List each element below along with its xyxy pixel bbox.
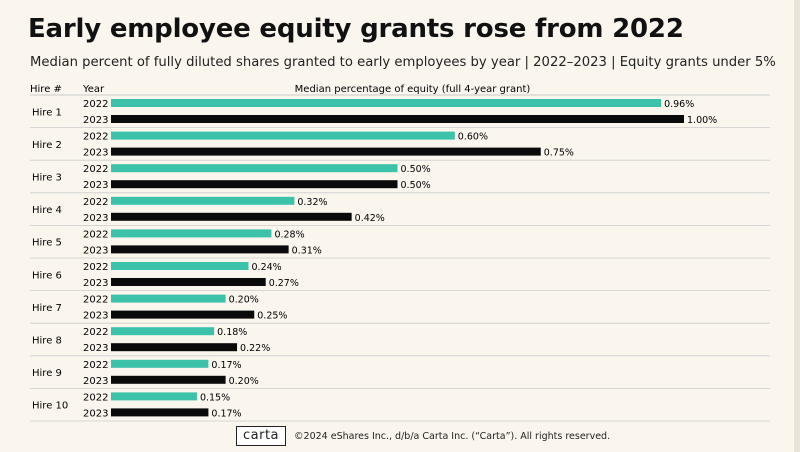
year-label: 2023: [83, 213, 108, 224]
bar: [111, 310, 255, 319]
bar: [111, 278, 266, 286]
data-label: 0.31%: [292, 245, 322, 256]
bar: [111, 196, 295, 205]
data-label: 0.22%: [240, 343, 270, 354]
bar: [111, 147, 541, 156]
hire-label: Hire 9: [32, 368, 62, 379]
data-label: 0.96%: [664, 99, 694, 110]
hire-label: Hire 2: [32, 140, 62, 151]
year-label: 2023: [83, 408, 108, 419]
data-label: 0.15%: [200, 392, 230, 403]
bar: [111, 99, 662, 107]
bar: [111, 327, 215, 336]
year-label: 2023: [83, 343, 108, 354]
hire-label: Hire 5: [32, 238, 62, 249]
bar: [111, 359, 209, 368]
data-label: 0.20%: [229, 295, 259, 306]
year-label: 2022: [83, 229, 108, 240]
header-value: Median percentage of equity (full 4-year…: [295, 84, 531, 95]
year-label: 2022: [83, 327, 108, 338]
hire-label: Hire 10: [32, 401, 68, 412]
data-label: 0.17%: [211, 408, 241, 419]
hire-label: Hire 6: [32, 270, 62, 281]
data-label: 0.75%: [544, 148, 574, 159]
bar: [111, 212, 352, 221]
bar: [111, 229, 272, 238]
data-label: 0.25%: [257, 311, 287, 322]
bar: [111, 180, 398, 189]
year-label: 2023: [83, 376, 108, 387]
bar: [111, 343, 238, 352]
data-label: 0.50%: [401, 164, 431, 175]
data-label: 0.32%: [297, 197, 327, 208]
hire-label: Hire 1: [32, 107, 62, 118]
year-label: 2022: [83, 197, 108, 208]
data-label: 0.17%: [211, 360, 241, 371]
year-label: 2022: [83, 295, 108, 306]
data-label: 0.42%: [355, 213, 385, 224]
data-label: 0.24%: [252, 262, 282, 273]
year-label: 2023: [83, 115, 108, 126]
data-label: 1.00%: [687, 115, 717, 126]
data-label: 0.27%: [269, 278, 299, 289]
year-label: 2022: [83, 132, 108, 143]
chart-subtitle: Median percent of fully diluted shares g…: [30, 55, 776, 70]
year-label: 2023: [83, 278, 108, 289]
bar: [111, 408, 209, 417]
bar: [111, 245, 289, 254]
bar: [111, 115, 684, 123]
year-label: 2022: [83, 164, 108, 175]
data-label: 0.50%: [401, 180, 431, 191]
year-label: 2023: [83, 180, 108, 191]
year-label: 2023: [83, 311, 108, 322]
bar: [111, 294, 226, 303]
data-label: 0.20%: [229, 376, 259, 387]
data-label: 0.28%: [274, 229, 304, 240]
bar: [111, 131, 455, 140]
bar: [111, 375, 226, 384]
chart-title: Early employee equity grants rose from 2…: [28, 14, 684, 44]
copyright-text: ©2024 eShares Inc., d/b/a Carta Inc. (“C…: [294, 430, 611, 442]
hire-label: Hire 7: [32, 303, 62, 314]
bar: [111, 392, 197, 401]
carta-logo: carta: [236, 426, 287, 446]
hire-label: Hire 3: [32, 173, 62, 184]
year-label: 2022: [83, 392, 108, 403]
header-hire: Hire #: [30, 84, 62, 95]
header-year: Year: [82, 84, 105, 95]
year-label: 2022: [83, 262, 108, 273]
hire-label: Hire 4: [32, 205, 62, 216]
year-label: 2022: [83, 99, 108, 110]
year-label: 2022: [83, 360, 108, 371]
year-label: 2023: [83, 245, 108, 256]
footer: carta ©2024 eShares Inc., d/b/a Carta In…: [236, 426, 610, 446]
hire-label: Hire 8: [32, 336, 62, 347]
year-label: 2023: [83, 148, 108, 159]
data-label: 0.18%: [217, 327, 247, 338]
data-label: 0.60%: [458, 132, 488, 143]
bar: [111, 164, 398, 173]
bar: [111, 262, 249, 270]
